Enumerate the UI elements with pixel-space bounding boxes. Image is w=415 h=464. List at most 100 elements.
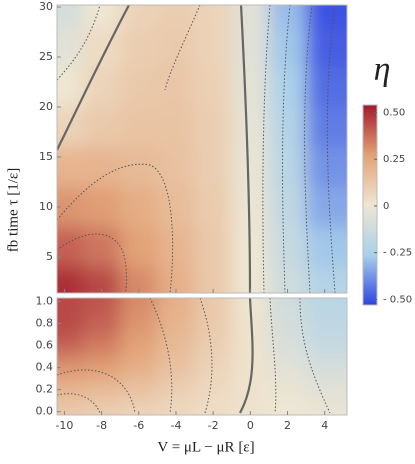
contour-line <box>262 5 271 293</box>
contour-line <box>57 393 101 414</box>
heat-cell <box>57 107 84 148</box>
heat-cell <box>120 400 158 415</box>
heat-cell <box>268 187 307 228</box>
heat-cell <box>157 400 196 415</box>
heat-cell <box>306 312 347 335</box>
x-tick-label: -8 <box>96 419 107 432</box>
heat-cell <box>306 107 347 148</box>
heat-cell <box>157 378 196 402</box>
heat-cell <box>194 227 233 268</box>
heat-cell <box>57 356 84 380</box>
heat-cell <box>268 356 307 380</box>
contour-line <box>57 5 130 151</box>
colorbar-tick-label: 0.50 <box>383 107 405 118</box>
contour-line <box>164 5 201 91</box>
heat-cell <box>120 334 158 357</box>
heat-cell <box>268 5 307 28</box>
heat-cell <box>231 334 270 357</box>
heat-cell <box>194 400 233 415</box>
y-tick-label: 20 <box>39 100 53 113</box>
heat-cell <box>194 5 233 28</box>
heat-cell <box>120 187 158 228</box>
heat-cell <box>57 378 84 402</box>
heat-cell <box>231 356 270 380</box>
heat-cell <box>120 298 158 313</box>
heat-cell <box>268 67 307 108</box>
x-tick-label: 2 <box>284 419 291 432</box>
heat-cell <box>57 298 84 313</box>
heat-cell <box>268 400 307 415</box>
heatmap <box>57 298 347 415</box>
heat-cell <box>157 312 196 335</box>
heat-cell <box>194 334 233 357</box>
heat-cell <box>306 334 347 357</box>
heat-cell <box>306 267 347 293</box>
heat-cell <box>120 67 158 108</box>
heat-cell <box>157 187 196 228</box>
contour-line <box>57 163 174 293</box>
heat-cell <box>306 298 347 313</box>
heat-cell <box>268 334 307 357</box>
x-tick-label: 0 <box>247 419 254 432</box>
heat-cell <box>120 5 158 28</box>
heatmap <box>57 5 347 293</box>
y-tick-label: 15 <box>39 150 53 163</box>
y-tick-label: 0.6 <box>36 338 54 351</box>
heat-cell <box>268 378 307 402</box>
heat-cell <box>57 400 84 415</box>
heat-cell <box>268 298 307 313</box>
contour-line <box>149 298 173 414</box>
heat-cell <box>231 187 270 228</box>
heat-cell <box>83 334 121 357</box>
colorbar-tick-label: - 0.50 <box>383 294 412 305</box>
heat-cell <box>306 5 347 28</box>
x-axis-label: V = μL − μR [ε] <box>157 439 254 455</box>
y-tick-label: 25 <box>39 50 53 63</box>
heat-cell <box>120 378 158 402</box>
heat-cell <box>157 67 196 108</box>
heat-cell <box>120 312 158 335</box>
heat-cell <box>157 267 196 293</box>
contour-line <box>282 5 291 293</box>
heat-cell <box>83 67 121 108</box>
heat-cell <box>306 378 347 402</box>
colorbar-tick-label: - 0.25 <box>383 248 412 259</box>
heat-cell <box>83 107 121 148</box>
heat-cell <box>306 147 347 188</box>
heat-cell <box>120 356 158 380</box>
y-tick-label: 0.8 <box>36 316 54 329</box>
x-tick-label: -2 <box>208 419 219 432</box>
colorbar-label: η <box>374 51 391 88</box>
panel-frame <box>56 4 348 294</box>
heat-cell <box>83 227 121 268</box>
y-axis-label: fb time τ [1/ε] <box>5 168 21 252</box>
heat-cell <box>120 107 158 148</box>
heat-cell <box>194 267 233 293</box>
contour-line <box>57 5 101 81</box>
heat-cell <box>194 107 233 148</box>
heat-cell <box>83 356 121 380</box>
panel <box>57 298 347 415</box>
y-tick-label: 1.0 <box>36 294 54 307</box>
heat-cell <box>306 400 347 415</box>
y-tick-label: 30 <box>39 0 53 13</box>
heat-cell <box>83 312 121 335</box>
heat-cell <box>194 27 233 68</box>
heat-cell <box>231 67 270 108</box>
heat-cell <box>57 27 84 68</box>
heat-cell <box>194 378 233 402</box>
heat-cell <box>306 187 347 228</box>
heat-cell <box>157 356 196 380</box>
heat-cell <box>57 312 84 335</box>
heat-cell <box>268 107 307 148</box>
heat-cell <box>231 107 270 148</box>
heat-cell <box>157 298 196 313</box>
heat-cell <box>157 5 196 28</box>
heat-cell <box>194 67 233 108</box>
heat-cell <box>157 147 196 188</box>
contour-line <box>57 233 128 293</box>
contour-line <box>239 298 254 414</box>
heat-cell <box>120 147 158 188</box>
heat-cell <box>268 147 307 188</box>
